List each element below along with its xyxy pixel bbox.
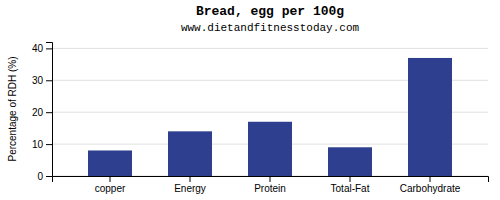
subtitle: www.dietandfitnesstoday.com [181,22,360,34]
tick: 40 [32,43,52,54]
tick-label: copper [95,183,126,194]
tick: 0 [37,171,52,182]
tick-label: Carbohydrate [400,183,461,194]
tick-label: 30 [32,75,44,86]
y-axis: 0 10 20 30 40 [32,43,53,182]
tick-label: Total-Fat [331,183,370,194]
bar [408,58,452,176]
bars [88,58,452,176]
tick-mark [430,176,431,182]
tick-label: Protein [254,183,286,194]
tick: 20 [32,107,52,118]
tick-mark [270,176,271,182]
tick: Energy [174,176,206,194]
tick: Carbohydrate [400,176,461,194]
tick: Protein [254,176,286,194]
tick-mark [46,112,52,113]
tick-mark [190,176,191,182]
chart-container: Bread, egg per 100g www.dietandfitnesstod… [0,0,500,200]
grid-line [52,48,488,49]
bar [168,131,212,176]
axis-line [53,177,489,183]
tick: 10 [32,139,52,150]
y-axis-title: Percentage of RDH (%) [7,56,18,161]
tick-mark [46,80,52,81]
axis-line [46,43,53,177]
tick-mark [110,176,111,182]
bar [248,122,292,176]
tick-mark [46,48,52,49]
tick-label: 0 [37,171,43,182]
tick-mark [46,176,52,177]
tick-label: Energy [174,183,206,194]
tick-mark [350,176,351,182]
tick-label: 20 [32,107,44,118]
tick-mark [46,144,52,145]
chart: Bread, egg per 100g www.dietandfitnesstod… [0,0,500,200]
bar [328,147,372,176]
plot: 0 10 20 30 40 copper Energy Protein Total-Fat Car… [32,43,489,195]
x-axis: copper Energy Protein Total-Fat Carbohydrate [53,176,489,194]
title: Bread, egg per 100g [196,4,344,19]
grid [52,48,488,176]
tick: 30 [32,75,52,86]
tick-label: 40 [32,43,44,54]
tick-label: 10 [32,139,44,150]
tick: copper [95,176,126,194]
tick: Total-Fat [331,176,370,194]
bar [88,150,132,176]
